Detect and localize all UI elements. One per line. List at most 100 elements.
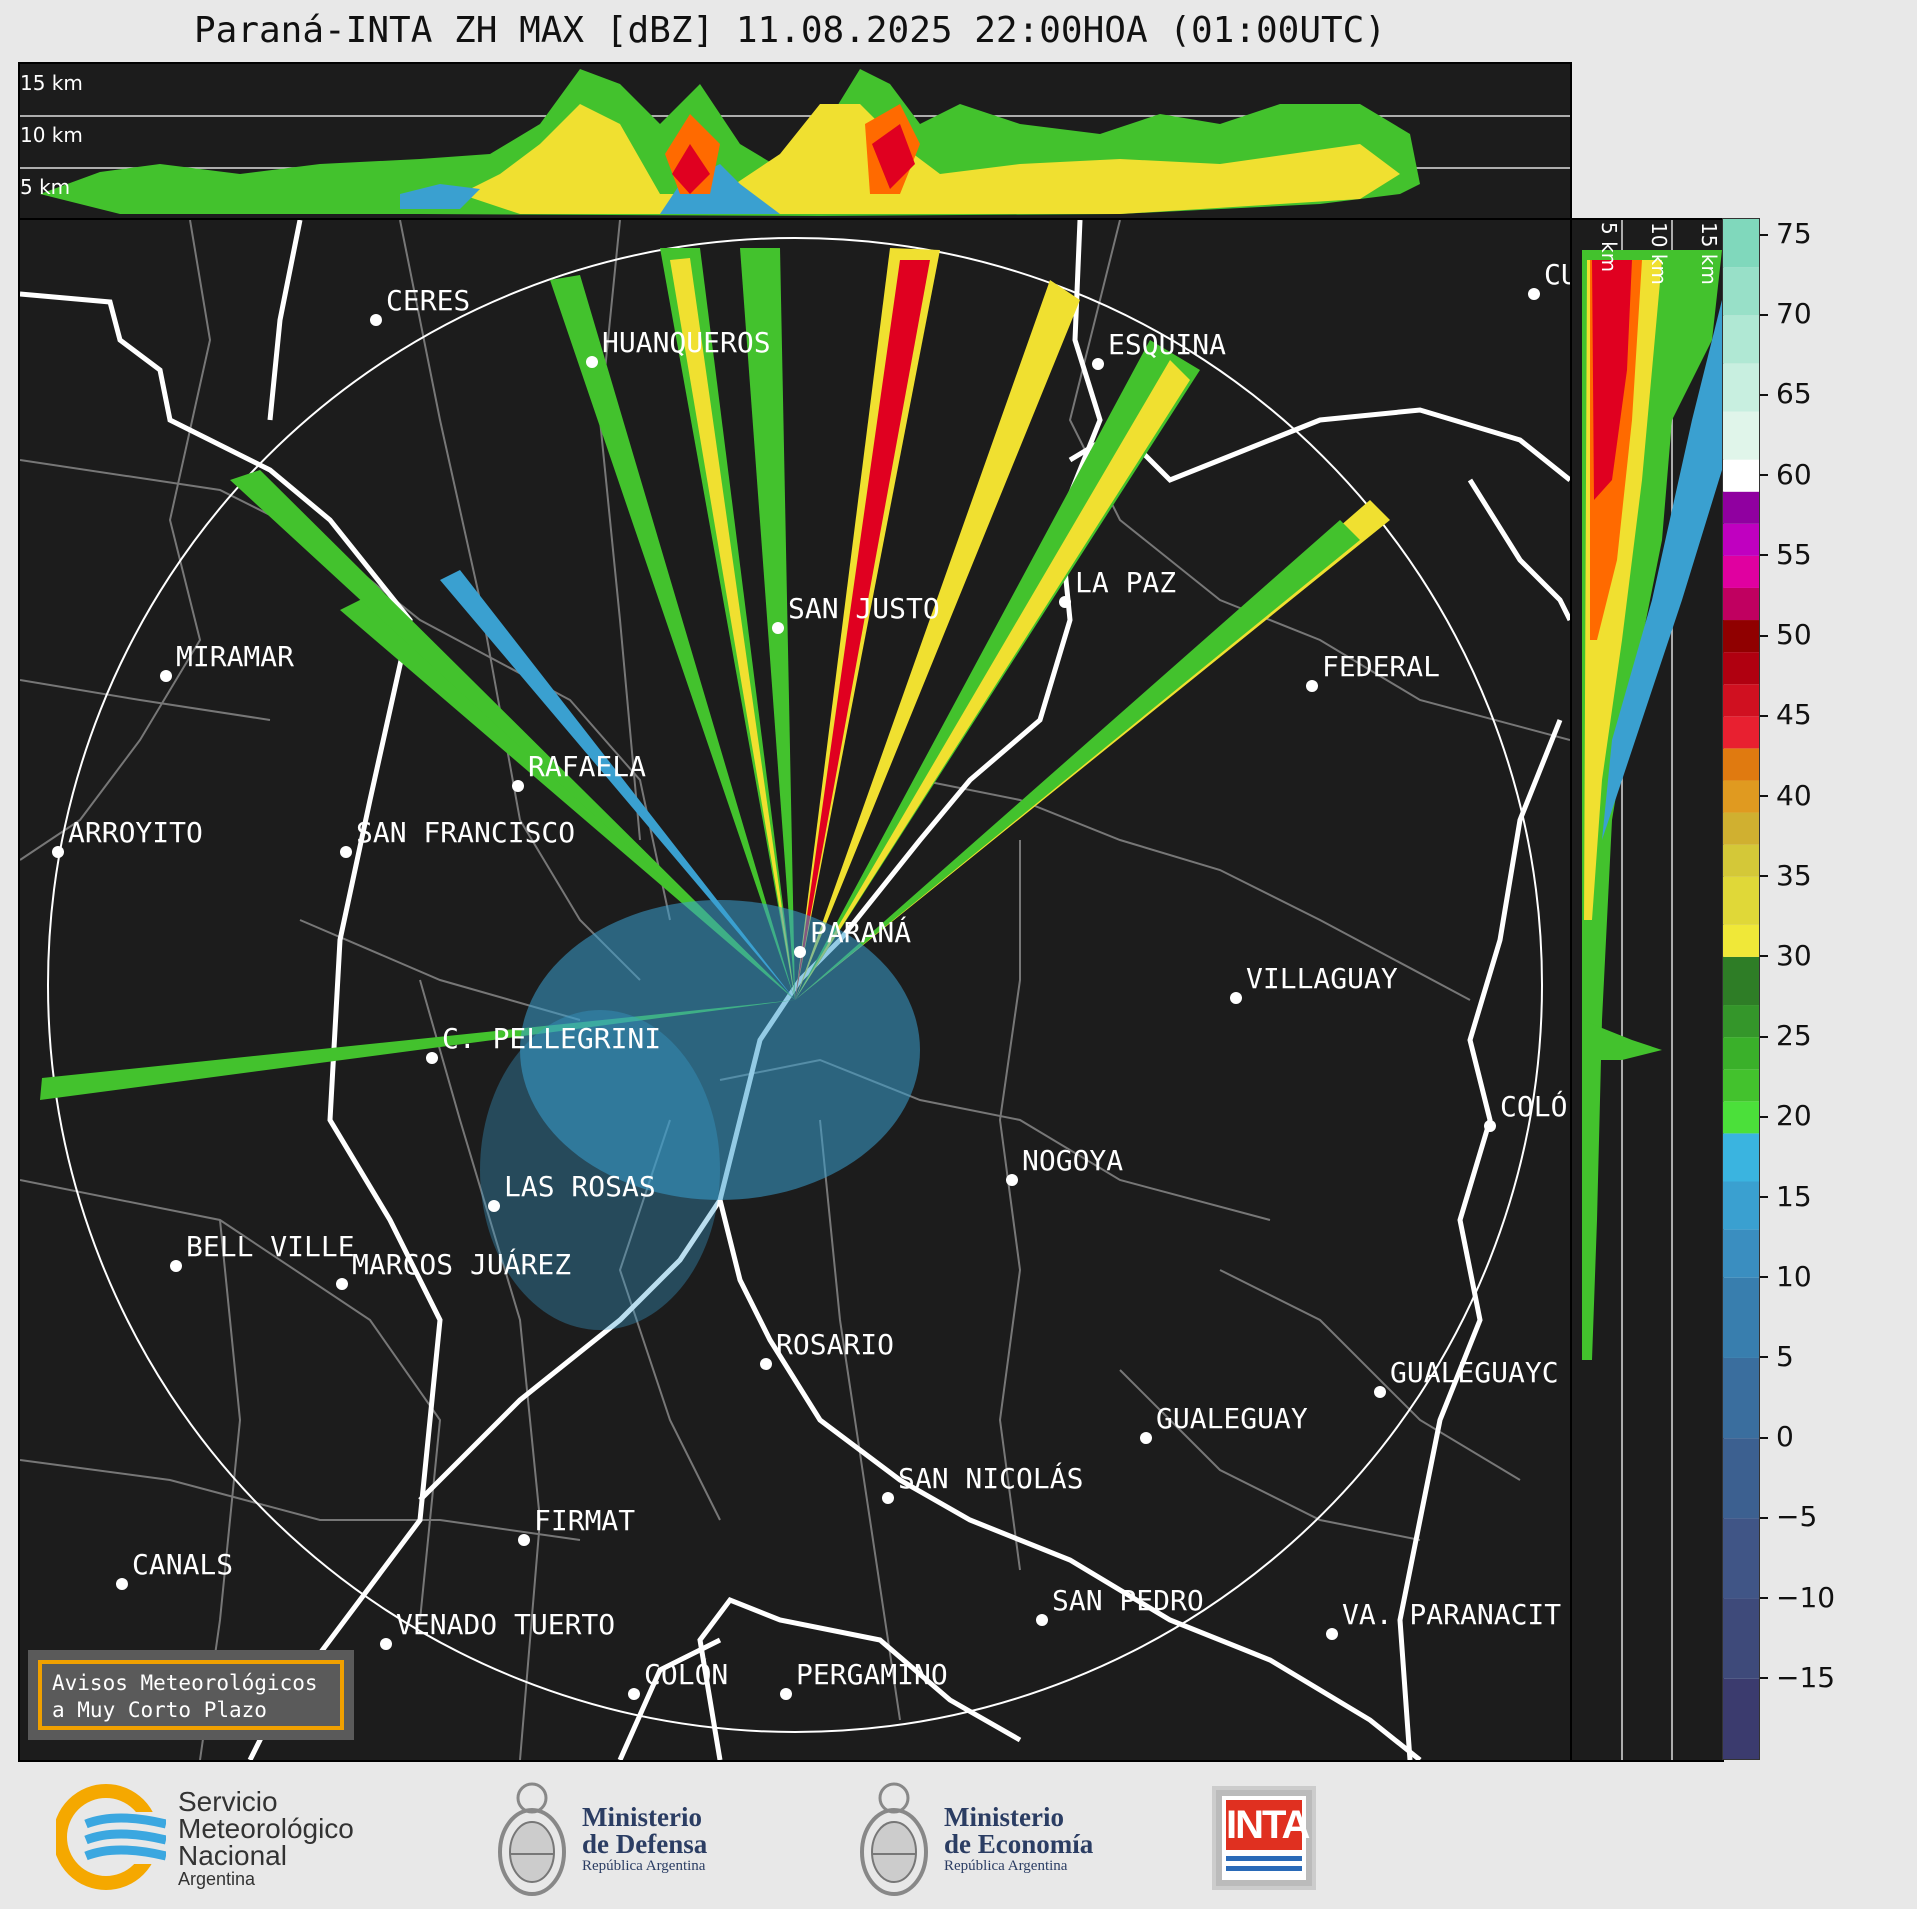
city-label-colo: COLÓ [1500, 1089, 1567, 1123]
inta-logo: INTA [1212, 1786, 1316, 1890]
economia-logo: Ministerio de Economía República Argenti… [856, 1776, 1126, 1900]
smn-sub: Argentina [178, 1869, 256, 1889]
defensa-line-1: Ministerio [582, 1802, 702, 1832]
radar-map: CERES HUANQUEROS ESQUINA CU SAN JUSTO LA… [18, 218, 1572, 1762]
city-label-gualeguayc: GUALEGUAYC [1390, 1356, 1559, 1389]
alt-label-10km-top: 10 km [20, 123, 83, 147]
colorbar-band [1723, 1518, 1759, 1599]
colorbar-tick-label: 55 [1776, 537, 1812, 571]
dbz-colorbar [1722, 218, 1760, 1760]
colorbar-tick: 50 [1760, 618, 1812, 651]
smn-line-1: Servicio [178, 1786, 278, 1817]
defensa-sub: República Argentina [582, 1858, 706, 1874]
defensa-line-2: de Defensa [582, 1829, 708, 1859]
colorbar-tick-label: 65 [1776, 377, 1812, 411]
colorbar-band [1723, 716, 1759, 749]
city-label-las-rosas: LAS ROSAS [504, 1170, 656, 1203]
coat-of-arms-icon [498, 1782, 566, 1896]
colorbar-tick: 30 [1760, 939, 1812, 972]
city-label-marcos-juarez: MARCOS JUÁREZ [352, 1247, 571, 1281]
colorbar-band [1723, 620, 1759, 653]
city-label-san-nicolas: SAN NICOLÁS [898, 1461, 1083, 1495]
aviso-line-2: a Muy Corto Plazo [52, 1698, 267, 1722]
logo-strip: Servicio Meteorológico Nacional Argentin… [0, 1762, 1917, 1909]
colorbar-tick: 45 [1760, 698, 1812, 731]
colorbar-tick: 55 [1760, 538, 1812, 571]
colorbar-tick: 65 [1760, 377, 1812, 410]
colorbar-tick-label: −5 [1776, 1500, 1818, 1534]
city-label-rosario: ROSARIO [776, 1328, 894, 1361]
alt-label-5km-top: 5 km [20, 175, 70, 199]
colorbar-band [1723, 1357, 1759, 1439]
colorbar-tick-label: 5 [1776, 1339, 1794, 1373]
colorbar-band [1723, 555, 1759, 588]
colorbar-tick-label: 25 [1776, 1019, 1812, 1053]
colorbar-tick-label: 20 [1776, 1099, 1812, 1133]
colorbar-tick: −5 [1760, 1500, 1817, 1533]
inta-label: INTA [1226, 1800, 1310, 1850]
colorbar-tick-label: 70 [1776, 297, 1812, 331]
colorbar-tick: 35 [1760, 859, 1812, 892]
city-label-ceres: CERES [386, 284, 470, 317]
colorbar-band [1723, 780, 1759, 813]
right-cross-section-panel: 5 km 10 km 15 km [1570, 218, 1724, 1762]
economia-sub: República Argentina [944, 1858, 1068, 1874]
alt-label-5km-right: 5 km [1597, 222, 1621, 272]
colorbar-band [1723, 1069, 1759, 1102]
city-label-canals: CANALS [132, 1548, 233, 1581]
colorbar-band [1723, 812, 1759, 845]
city-label-cu: CU [1544, 258, 1570, 291]
colorbar-band [1723, 1133, 1759, 1182]
colorbar-band [1723, 1005, 1759, 1038]
colorbar-band [1723, 1438, 1759, 1519]
colorbar-band [1723, 363, 1759, 412]
city-label-miramar: MIRAMAR [176, 640, 294, 673]
city-label-gualeguay: GUALEGUAY [1156, 1402, 1308, 1435]
colorbar-band [1723, 1229, 1759, 1278]
colorbar-tick-label: 35 [1776, 858, 1812, 892]
colorbar-band [1723, 652, 1759, 685]
city-label-huanqueros: HUANQUEROS [602, 326, 771, 359]
colorbar-tick-label: 75 [1776, 217, 1812, 251]
colorbar-band [1723, 523, 1759, 556]
colorbar-tick: −15 [1760, 1661, 1835, 1694]
colorbar-band [1723, 684, 1759, 717]
city-label-rafaela: RAFAELA [528, 750, 646, 783]
colorbar-band [1723, 491, 1759, 524]
colorbar-tick: 10 [1760, 1260, 1812, 1293]
defensa-logo: Ministerio de Defensa República Argentin… [494, 1776, 754, 1900]
city-label-parana: PARANÁ [810, 915, 911, 949]
colorbar-ticks: 75 70 65 60 55 50 45 40 35 30 25 20 15 10 5 0 −5 −10 −15 [1760, 217, 1910, 1758]
colorbar-band [1723, 587, 1759, 621]
city-label-bell-ville: BELL VILLE [186, 1230, 355, 1263]
colorbar-band [1723, 459, 1759, 492]
colorbar-band [1723, 411, 1759, 460]
colorbar-band [1723, 1037, 1759, 1070]
colorbar-tick: 25 [1760, 1019, 1812, 1052]
city-label-nogoya: NOGOYA [1022, 1144, 1123, 1177]
aviso-line-1: Avisos Meteorológicos [52, 1671, 318, 1695]
colorbar-band [1723, 844, 1759, 877]
smn-logo: Servicio Meteorológico Nacional Argentin… [56, 1782, 386, 1892]
smn-emblem-icon [56, 1784, 166, 1890]
colorbar-tick: 20 [1760, 1099, 1812, 1132]
colorbar-band [1723, 1277, 1759, 1358]
colorbar-tick: 0 [1760, 1420, 1794, 1453]
city-label-san-pedro: SAN PEDRO [1052, 1584, 1204, 1617]
colorbar-tick: 15 [1760, 1180, 1812, 1213]
colorbar-band [1723, 315, 1759, 364]
radar-echoes [40, 248, 1390, 1330]
colorbar-tick: −10 [1760, 1581, 1835, 1614]
colorbar-tick: 75 [1760, 217, 1812, 250]
colorbar-band [1723, 876, 1759, 925]
colorbar-tick-label: 45 [1776, 698, 1812, 732]
city-markers: CERES HUANQUEROS ESQUINA CU SAN JUSTO LA… [52, 258, 1570, 1700]
economia-line-2: de Economía [944, 1829, 1094, 1859]
city-label-pergamino: PERGAMINO [796, 1658, 948, 1691]
city-label-c-pellegrini: C. PELLEGRINI [442, 1022, 661, 1055]
colorbar-band [1723, 1181, 1759, 1230]
colorbar-tick-label: 15 [1776, 1179, 1812, 1213]
colorbar-tick-label: −15 [1776, 1660, 1836, 1694]
colorbar-tick-label: −10 [1776, 1580, 1836, 1614]
map-title: Paraná-INTA ZH MAX [dBZ] 11.08.2025 22:0… [193, 10, 1387, 51]
